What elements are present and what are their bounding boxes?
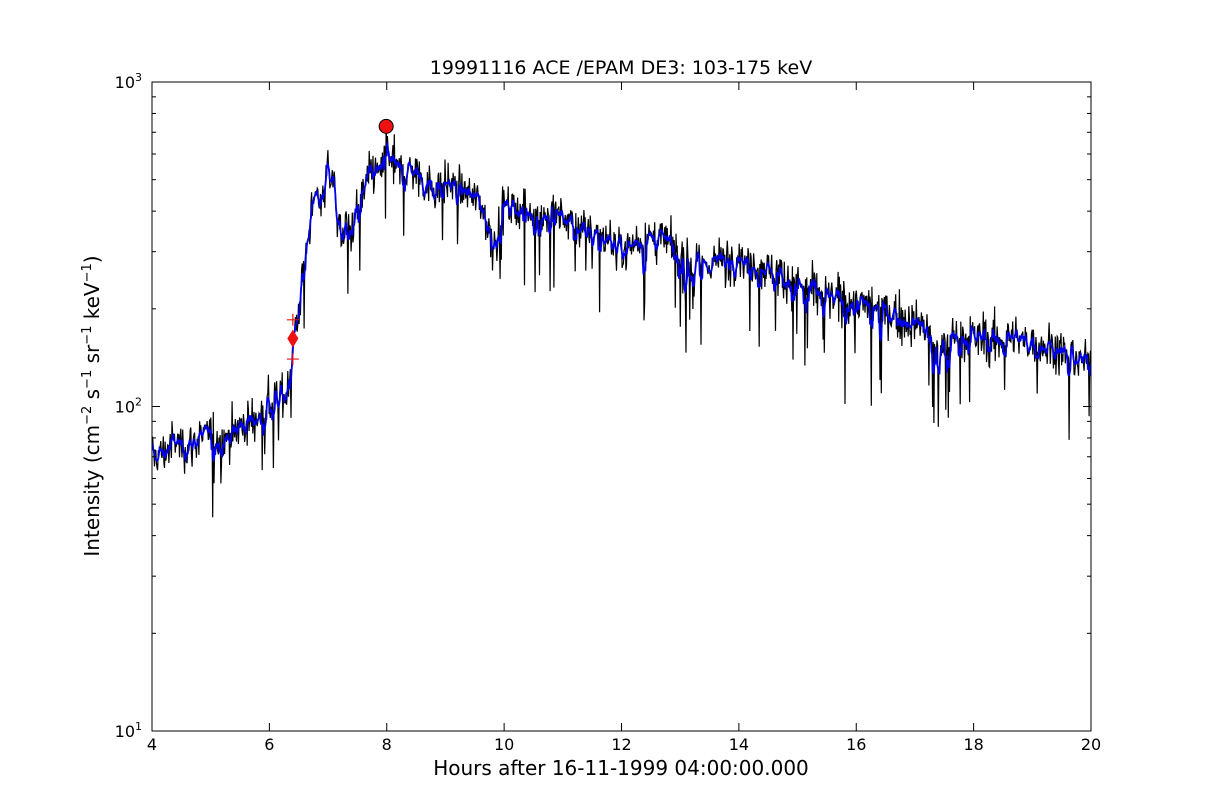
y-tick-label: 103 [115, 71, 142, 92]
x-axis-ticks: 4 6 8 10 12 14 16 18 20 [147, 82, 1101, 754]
y-tick-label: 101 [115, 720, 142, 741]
x-axis-label: Hours after 16-11-1999 04:00:00.000 [433, 756, 809, 780]
onset-error-marker [286, 353, 299, 366]
x-tick-label: 8 [382, 735, 392, 754]
smoothed-intensity-line [152, 142, 1091, 464]
y-axis-label: Intensity (cm−2 s−1 sr−1 keV−1) [80, 255, 104, 556]
y-tick-label: 102 [115, 396, 142, 417]
series-layer [152, 128, 1091, 518]
peak-marker [378, 118, 394, 134]
x-tick-label: 18 [963, 735, 983, 754]
x-tick-label: 16 [846, 735, 866, 754]
x-tick-label: 14 [729, 735, 749, 754]
x-tick-label: 6 [264, 735, 274, 754]
x-tick-label: 20 [1081, 735, 1101, 754]
onset-error-marker [286, 313, 299, 326]
chart-title: 19991116 ACE /EPAM DE3: 103-175 keV [430, 57, 812, 79]
onset-marker [287, 329, 299, 348]
x-tick-label: 4 [147, 735, 157, 754]
x-tick-label: 10 [494, 735, 514, 754]
marker-layer [286, 118, 394, 366]
x-tick-label: 12 [611, 735, 631, 754]
y-axis-ticks: 101 102 103 [115, 71, 1091, 741]
